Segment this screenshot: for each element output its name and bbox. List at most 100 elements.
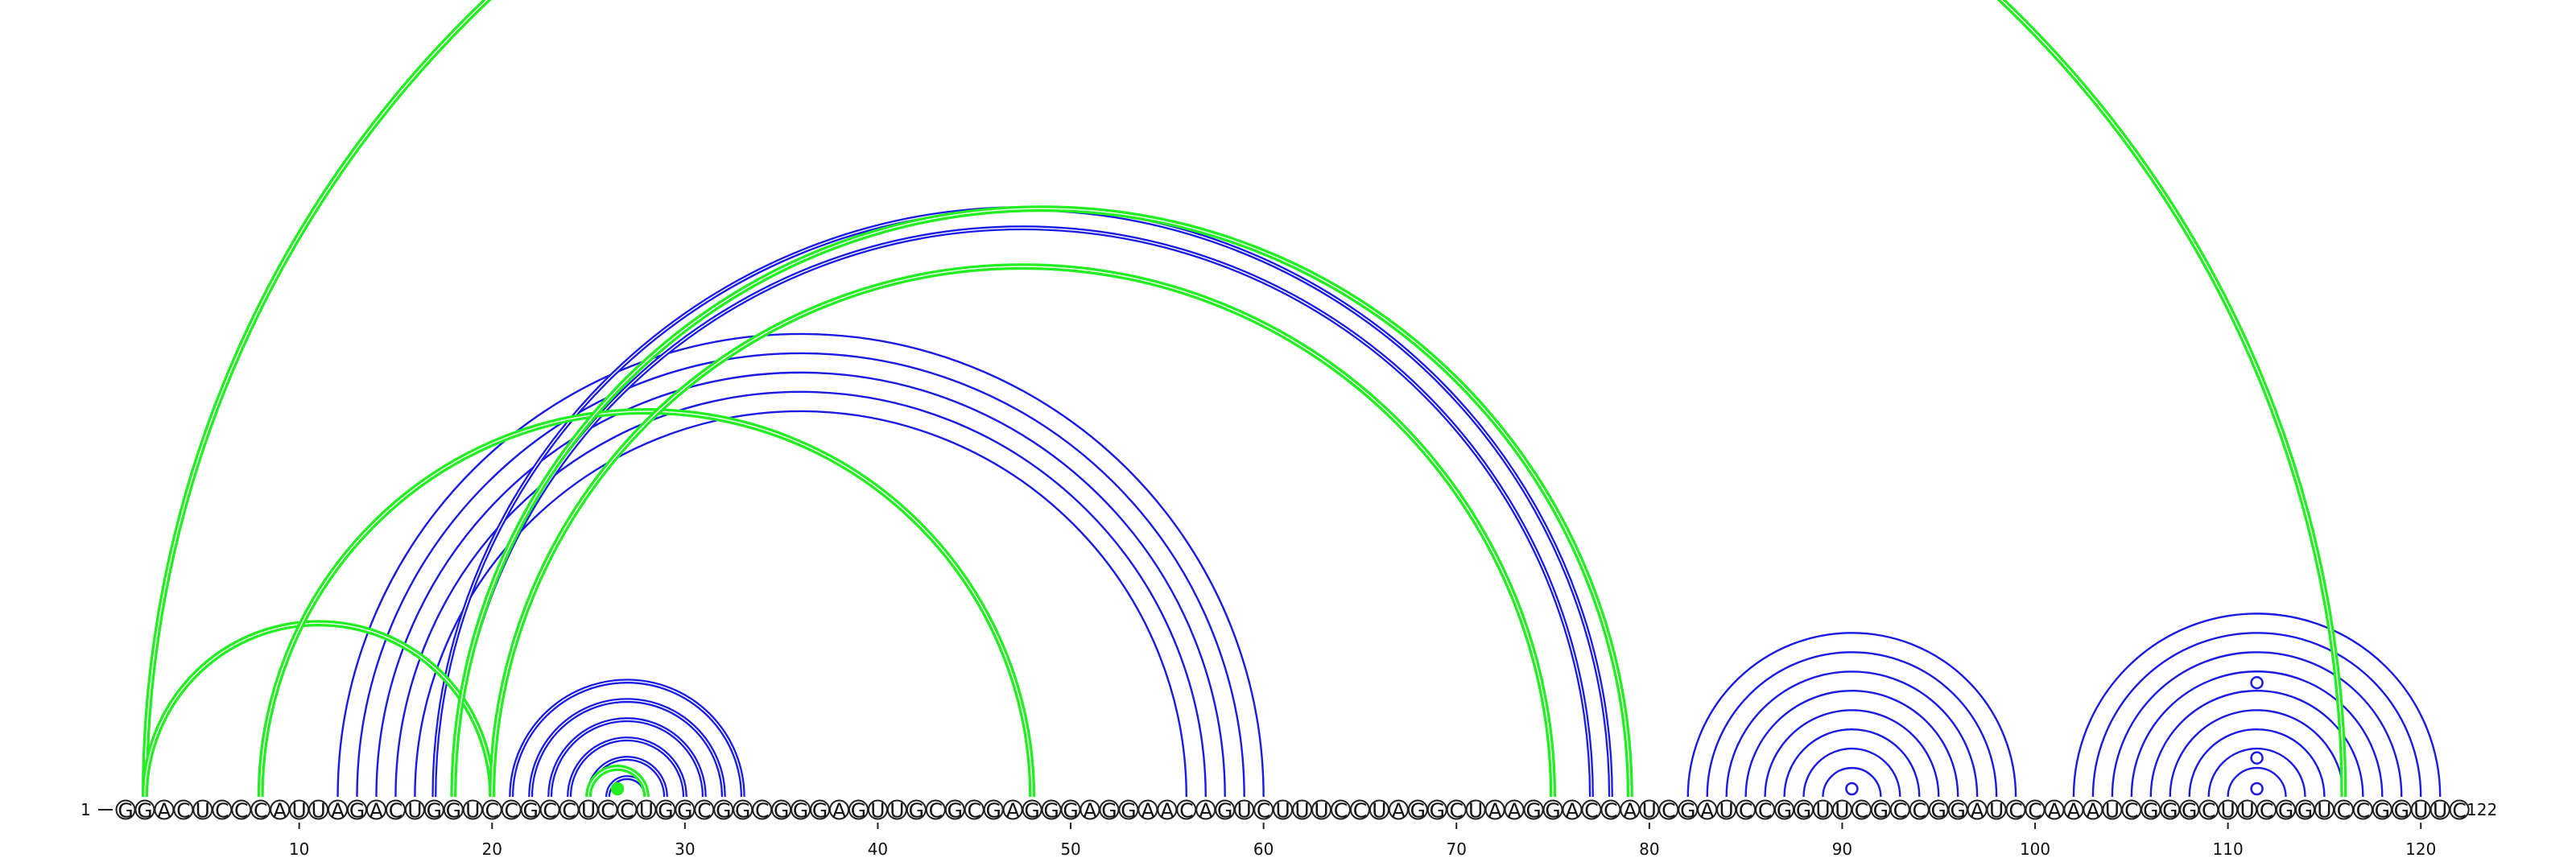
nucleotide-letter: C	[1179, 799, 1193, 823]
nucleotide-letter: A	[273, 799, 287, 823]
nucleotide-107: G	[2160, 799, 2181, 823]
nucleotide-114: G	[2294, 799, 2315, 823]
nucleotide-17: G	[423, 799, 444, 823]
nucleotide-27: C	[617, 799, 638, 823]
arc-blue-22-32-core	[530, 699, 724, 798]
nucleotide-letter: C	[2356, 799, 2370, 823]
tick-label-80: 80	[1639, 839, 1659, 858]
tick-label-110: 110	[2213, 839, 2244, 858]
nucleotide-letter: C	[968, 799, 981, 823]
nucleotide-letter: C	[1257, 799, 1270, 823]
arc-blue-103-120	[2091, 632, 2422, 798]
tick-label-70: 70	[1447, 839, 1467, 858]
nucleotide-letter: G	[947, 799, 963, 823]
nucleotide-104: U	[2102, 799, 2123, 823]
nucleotide-letter: G	[1680, 799, 1695, 823]
nucleotide-52: G	[1099, 799, 1120, 823]
nucleotide-letter: C	[2260, 799, 2273, 823]
nucleotide-letter: G	[1545, 799, 1560, 823]
arc-blue-21-33-core	[510, 680, 744, 798]
tick-label-20: 20	[482, 839, 502, 858]
nucleotide-letter: C	[254, 799, 267, 823]
nucleotide-11: U	[308, 799, 329, 823]
arc-blue-84-97	[1725, 670, 1979, 798]
nucleotide-100: C	[2025, 799, 2046, 823]
nucleotide-letter: U	[1237, 799, 1252, 823]
arc-blue-14-58	[375, 371, 1226, 798]
nucleotide-letter: A	[1160, 799, 1174, 823]
arc-markers	[610, 675, 2264, 796]
arc-blue-109-114	[2207, 747, 2306, 798]
nucleotide-letter: G	[1796, 799, 1811, 823]
nucleotide-71: U	[1465, 799, 1486, 823]
nucleotide-76: A	[1562, 799, 1583, 823]
arc-blue-104-119	[2111, 651, 2403, 798]
nucleotide-59: U	[1234, 799, 1255, 823]
nucleotide-letter: G	[2394, 799, 2409, 823]
nucleotide-letter: U	[639, 799, 654, 823]
nucleotide-22: G	[520, 799, 541, 823]
nucleotide-letter: C	[504, 799, 518, 823]
nucleotide-letter: A	[1083, 799, 1096, 823]
nucleotide-63: U	[1311, 799, 1332, 823]
nucleotide-99: C	[2005, 799, 2026, 823]
nucleotide-letter: G	[1063, 799, 1078, 823]
nucleotide-20: C	[481, 799, 502, 823]
nucleotide-letter: C	[562, 799, 576, 823]
nucleotide-letter: U	[291, 799, 306, 823]
nucleotide-103: A	[2083, 799, 2103, 823]
nucleotide-6: C	[212, 799, 233, 823]
nucleotide-92: G	[1870, 799, 1891, 823]
nucleotide-letter: G	[909, 799, 924, 823]
nucleotide-letter: C	[1662, 799, 1675, 823]
marker-3	[2250, 675, 2264, 690]
nucleotide-circle	[2449, 799, 2470, 820]
arc-blue-22-32	[528, 698, 726, 798]
nucleotide-10: U	[289, 799, 310, 823]
nucleotide-letter: G	[2297, 799, 2313, 823]
nucleotide-121: U	[2429, 799, 2450, 823]
nucleotide-letter: C	[601, 799, 614, 823]
nucleotide-letter: U	[1989, 799, 2004, 823]
nucleotide-letter: A	[1392, 799, 1406, 823]
nucleotide-letter: G	[1217, 799, 1232, 823]
nucleotide-30: G	[675, 799, 696, 823]
nucleotide-77: C	[1581, 799, 1602, 823]
arc-blue-83-98	[1706, 651, 1998, 798]
nucleotide-75: G	[1542, 799, 1563, 823]
nucleotide-74: G	[1523, 799, 1544, 823]
nucleotide-letter: U	[2220, 799, 2235, 823]
nucleotide-73: A	[1504, 799, 1525, 823]
nucleotide-45: C	[964, 799, 985, 823]
nucleotide-115: U	[2314, 799, 2334, 823]
arc-blue-102-121	[2072, 613, 2442, 798]
nucleotide-19: U	[462, 799, 483, 823]
nucleotide-letter: U	[581, 799, 596, 823]
nucleotide-letter: C	[755, 799, 769, 823]
nucleotide-116: C	[2333, 799, 2354, 823]
nucleotide-letter: U	[2105, 799, 2120, 823]
arc-blue-13-59	[356, 352, 1245, 798]
nucleotide-64: C	[1330, 799, 1351, 823]
nucleotide-98: U	[1986, 799, 2007, 823]
nucleotide-letter: U	[1719, 799, 1734, 823]
nucleotide-letter: U	[196, 799, 210, 823]
tick-label-60: 60	[1253, 839, 1274, 858]
nucleotide-letter: G	[812, 799, 828, 823]
arc-blue-106-117	[2149, 690, 2364, 798]
nucleotide-letter: U	[465, 799, 480, 823]
nucleotide-36: G	[791, 799, 811, 823]
position-ticks: 10 20 30 40 50 60 70 80 90 100 110 120	[289, 823, 2436, 858]
arc-blue-89-92	[1822, 766, 1882, 798]
nucleotide-8: C	[250, 799, 271, 823]
nucleotide-91: C	[1851, 799, 1872, 823]
arc-green-2-116-core	[144, 0, 2345, 798]
nucleotide-letter: A	[1488, 799, 1502, 823]
nucleotide-letter: U	[1468, 799, 1483, 823]
arc-blue-86-95	[1764, 708, 1940, 798]
nucleotide-letter: G	[446, 799, 461, 823]
nucleotide-letter: G	[1410, 799, 1426, 823]
nucleotide-letter: A	[1700, 799, 1714, 823]
nucleotide-letter: C	[1739, 799, 1752, 823]
nucleotide-letter: C	[176, 799, 190, 823]
